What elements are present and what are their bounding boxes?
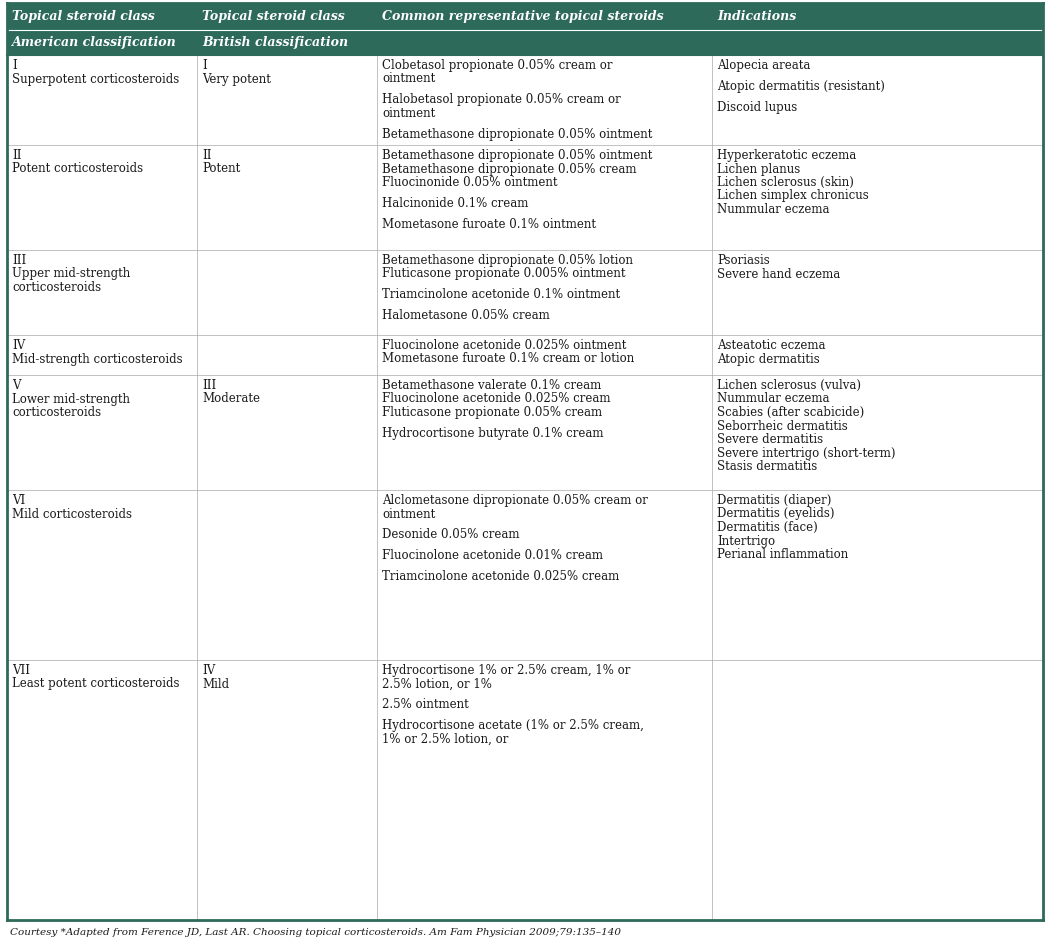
Text: VII: VII [12, 664, 30, 677]
Text: Clobetasol propionate 0.05% cream or: Clobetasol propionate 0.05% cream or [382, 59, 612, 72]
Text: American classification: American classification [12, 36, 176, 49]
Text: Superpotent corticosteroids: Superpotent corticosteroids [12, 72, 180, 85]
Text: Topical steroid class: Topical steroid class [12, 10, 154, 23]
Text: Atopic dermatitis (resistant): Atopic dermatitis (resistant) [717, 80, 885, 93]
Text: Desonide 0.05% cream: Desonide 0.05% cream [382, 528, 520, 541]
Text: III: III [202, 379, 216, 392]
Text: 2.5% ointment: 2.5% ointment [382, 699, 468, 711]
Text: Hyperkeratotic eczema: Hyperkeratotic eczema [717, 149, 856, 162]
Text: Severe intertrigo (short-term): Severe intertrigo (short-term) [717, 446, 896, 460]
Text: Betamethasone dipropionate 0.05% cream: Betamethasone dipropionate 0.05% cream [382, 162, 636, 175]
Text: Fluocinolone acetonide 0.025% cream: Fluocinolone acetonide 0.025% cream [382, 392, 610, 405]
Text: IV: IV [202, 664, 215, 677]
Text: Mid-strength corticosteroids: Mid-strength corticosteroids [12, 353, 183, 366]
Text: Lower mid-strength: Lower mid-strength [12, 392, 130, 405]
Text: Least potent corticosteroids: Least potent corticosteroids [12, 677, 180, 690]
Text: Mild corticosteroids: Mild corticosteroids [12, 507, 132, 521]
Text: Potent corticosteroids: Potent corticosteroids [12, 162, 143, 175]
Text: Fluticasone propionate 0.05% cream: Fluticasone propionate 0.05% cream [382, 406, 602, 419]
Text: III: III [12, 254, 26, 267]
Text: Fluocinolone acetonide 0.01% cream: Fluocinolone acetonide 0.01% cream [382, 550, 603, 563]
Text: ointment: ointment [382, 107, 436, 120]
Text: ointment: ointment [382, 507, 436, 521]
Text: Fluocinolone acetonide 0.025% ointment: Fluocinolone acetonide 0.025% ointment [382, 339, 627, 352]
Text: British classification: British classification [202, 36, 349, 49]
Text: Perianal inflammation: Perianal inflammation [717, 548, 848, 561]
Text: Intertrigo: Intertrigo [717, 535, 775, 548]
Text: IV: IV [12, 339, 25, 352]
Text: Dermatitis (face): Dermatitis (face) [717, 521, 818, 534]
Text: Hydrocortisone acetate (1% or 2.5% cream,: Hydrocortisone acetate (1% or 2.5% cream… [382, 719, 644, 733]
Text: 1% or 2.5% lotion, or: 1% or 2.5% lotion, or [382, 733, 508, 746]
Text: Nummular eczema: Nummular eczema [717, 392, 830, 405]
Text: Topical steroid class: Topical steroid class [202, 10, 344, 23]
Text: Stasis dermatitis: Stasis dermatitis [717, 460, 817, 473]
Text: Alclometasone dipropionate 0.05% cream or: Alclometasone dipropionate 0.05% cream o… [382, 494, 648, 507]
Text: Mild: Mild [202, 677, 229, 690]
Text: Atopic dermatitis: Atopic dermatitis [717, 353, 820, 366]
Text: Nummular eczema: Nummular eczema [717, 203, 830, 216]
Text: II: II [202, 149, 211, 162]
Text: Common representative topical steroids: Common representative topical steroids [382, 10, 664, 23]
Text: Severe hand eczema: Severe hand eczema [717, 267, 840, 280]
Text: Mometasone furoate 0.1% ointment: Mometasone furoate 0.1% ointment [382, 218, 596, 231]
Text: corticosteroids: corticosteroids [12, 406, 101, 419]
Text: VI: VI [12, 494, 25, 507]
Bar [7, 3, 1043, 55]
Text: Scabies (after scabicide): Scabies (after scabicide) [717, 406, 864, 419]
Text: corticosteroids: corticosteroids [12, 281, 101, 294]
Text: Alopecia areata: Alopecia areata [717, 59, 811, 72]
Text: Very potent: Very potent [202, 72, 271, 85]
Text: Betamethasone dipropionate 0.05% lotion: Betamethasone dipropionate 0.05% lotion [382, 254, 633, 267]
Text: 2.5% lotion, or 1%: 2.5% lotion, or 1% [382, 677, 491, 690]
Text: Dermatitis (diaper): Dermatitis (diaper) [717, 494, 832, 507]
Text: Lichen sclerosus (skin): Lichen sclerosus (skin) [717, 176, 854, 189]
Text: Triamcinolone acetonide 0.025% cream: Triamcinolone acetonide 0.025% cream [382, 570, 620, 583]
Text: I: I [12, 59, 17, 72]
Text: II: II [12, 149, 21, 162]
Text: Seborrheic dermatitis: Seborrheic dermatitis [717, 419, 847, 432]
Text: Lichen simplex chronicus: Lichen simplex chronicus [717, 189, 868, 203]
Text: Lichen sclerosus (vulva): Lichen sclerosus (vulva) [717, 379, 861, 392]
Text: ointment: ointment [382, 72, 436, 85]
Text: Potent: Potent [202, 162, 240, 175]
Text: Lichen planus: Lichen planus [717, 162, 800, 175]
Text: Courtesy *Adapted from Ference JD, Last AR. Choosing topical corticosteroids. Am: Courtesy *Adapted from Ference JD, Last … [10, 928, 621, 937]
Text: Discoid lupus: Discoid lupus [717, 101, 797, 113]
Text: Moderate: Moderate [202, 392, 260, 405]
Text: Mometasone furoate 0.1% cream or lotion: Mometasone furoate 0.1% cream or lotion [382, 353, 634, 366]
Text: Severe dermatitis: Severe dermatitis [717, 433, 823, 446]
Text: Psoriasis: Psoriasis [717, 254, 770, 267]
Text: Triamcinolone acetonide 0.1% ointment: Triamcinolone acetonide 0.1% ointment [382, 288, 621, 301]
Text: Halcinonide 0.1% cream: Halcinonide 0.1% cream [382, 197, 528, 210]
Text: Indications: Indications [717, 10, 796, 23]
Text: I: I [202, 59, 207, 72]
Text: Hydrocortisone 1% or 2.5% cream, 1% or: Hydrocortisone 1% or 2.5% cream, 1% or [382, 664, 630, 677]
Text: Asteatotic eczema: Asteatotic eczema [717, 339, 825, 352]
Text: Fluticasone propionate 0.005% ointment: Fluticasone propionate 0.005% ointment [382, 267, 626, 280]
Text: Hydrocortisone butyrate 0.1% cream: Hydrocortisone butyrate 0.1% cream [382, 427, 604, 440]
Text: Fluocinonide 0.05% ointment: Fluocinonide 0.05% ointment [382, 176, 558, 189]
Text: V: V [12, 379, 21, 392]
Text: Halobetasol propionate 0.05% cream or: Halobetasol propionate 0.05% cream or [382, 94, 621, 106]
Text: Betamethasone dipropionate 0.05% ointment: Betamethasone dipropionate 0.05% ointmen… [382, 149, 652, 162]
Text: Halometasone 0.05% cream: Halometasone 0.05% cream [382, 310, 550, 323]
Text: Betamethasone valerate 0.1% cream: Betamethasone valerate 0.1% cream [382, 379, 602, 392]
Text: Upper mid-strength: Upper mid-strength [12, 267, 130, 280]
Text: Dermatitis (eyelids): Dermatitis (eyelids) [717, 507, 835, 521]
Text: Betamethasone dipropionate 0.05% ointment: Betamethasone dipropionate 0.05% ointmen… [382, 128, 652, 141]
